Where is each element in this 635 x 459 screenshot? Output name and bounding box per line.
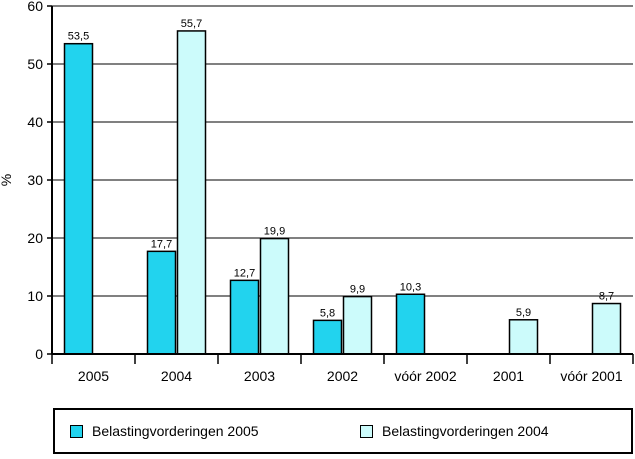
bar-1-2	[229, 279, 260, 355]
legend-swatch-series-1	[70, 424, 83, 438]
legend-item-series-2: Belastingvorderingen 2004	[360, 423, 549, 439]
data-label: 17,7	[151, 238, 172, 250]
data-label: 53,5	[68, 31, 89, 43]
bar-2-2	[259, 237, 290, 355]
data-label: 10,3	[400, 281, 421, 293]
legend: Belastingvorderingen 2005 Belastingvorde…	[53, 408, 633, 454]
bar-2-6	[591, 302, 622, 355]
x-tick-label: 2004	[161, 368, 192, 384]
y-tick-labels: 0 10 20 30 40 50 60	[27, 0, 43, 362]
bar-1-4	[395, 293, 426, 355]
bars	[63, 30, 622, 355]
y-tick-label: 50	[27, 56, 43, 72]
data-label: 55,7	[181, 18, 202, 30]
y-tick-label: 60	[27, 0, 43, 14]
x-tick-label: vóór 2001	[560, 368, 622, 384]
axes	[47, 5, 634, 364]
y-axis-label: %	[0, 174, 14, 186]
data-label: 5,8	[320, 307, 335, 319]
gridlines	[52, 5, 633, 297]
x-tick-labels: 2005 2004 2003 2002 vóór 2002 2001 vóór 2001	[78, 368, 623, 384]
bar-2-5	[508, 319, 539, 355]
bar-2-3	[342, 295, 373, 355]
bar-1-0	[63, 42, 94, 355]
y-tick-label: 40	[27, 114, 43, 130]
bar-1-1	[146, 250, 177, 355]
y-tick-label: 0	[35, 346, 43, 362]
y-tick-label: 20	[27, 230, 43, 246]
x-tick-label: 2003	[244, 368, 275, 384]
legend-label-series-1: Belastingvorderingen 2005	[92, 423, 259, 439]
x-tick-label: 2005	[78, 368, 109, 384]
data-labels: 53,5 17,7 55,7 12,7 19,9 5,8 9,9 10,3 5,9 8,7	[68, 18, 614, 319]
legend-label-series-2: Belastingvorderingen 2004	[382, 423, 549, 439]
x-tick-label: 2001	[493, 368, 524, 384]
x-tick-label: 2002	[327, 368, 358, 384]
bar-2-1	[176, 30, 207, 355]
bar-1-3	[312, 319, 343, 355]
legend-item-series-1: Belastingvorderingen 2005	[70, 423, 259, 439]
data-label: 5,9	[516, 307, 531, 319]
data-label: 9,9	[350, 284, 365, 296]
data-label: 19,9	[264, 226, 285, 238]
legend-swatch-series-2	[360, 424, 373, 438]
data-label: 8,7	[599, 291, 614, 303]
x-tick-label: vóór 2002	[394, 368, 456, 384]
y-tick-label: 30	[27, 172, 43, 188]
y-tick-label: 10	[27, 288, 43, 304]
data-label: 12,7	[234, 267, 255, 279]
